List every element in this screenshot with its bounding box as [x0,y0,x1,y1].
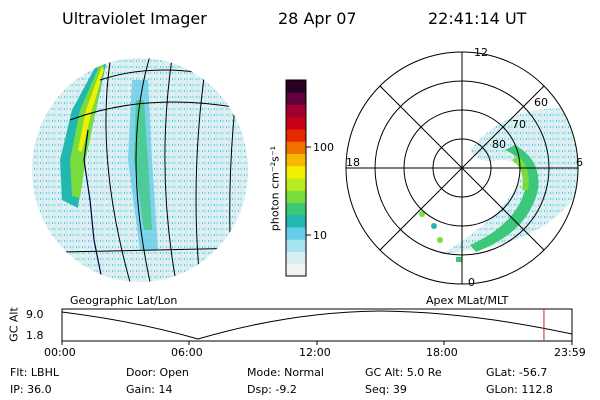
grid-meridian-1 [105,61,131,282]
grid-meridian-3 [164,58,177,282]
info-mode: Mode: Normal [247,366,324,379]
colorbar-segment [286,227,306,240]
info-door: Door: Open [126,366,189,379]
mlt-label-18: 18 [346,156,360,169]
emission-spot-1 [419,211,425,217]
observation-date: 28 Apr 07 [278,9,357,28]
geographic-image [32,58,248,282]
colorbar-segment [286,153,306,167]
colorbar-segment [286,92,306,105]
colorbar-segment [286,129,306,142]
instrument-title: Ultraviolet Imager [62,9,207,28]
colorbar-segment [286,263,306,277]
colorbar-segment [286,80,306,93]
colorbar-segment [286,190,306,203]
colorbar-segment [286,141,306,154]
grid-parallel-2 [69,101,248,121]
colorbar-segment [286,116,306,130]
time-tick-0000: 00:00 [44,346,76,359]
coastline [83,129,103,281]
info-ip: IP: 36.0 [10,383,52,396]
colorbar-segment [286,239,306,252]
mlat-label-60: 60 [534,96,548,109]
colorbar-frame [285,79,307,277]
emission-spot-2 [431,223,437,229]
colorbar-segment [286,251,306,265]
polar-plot [345,51,579,285]
colorbar-segment [286,165,306,179]
info-dsp: Dsp: -9.2 [247,383,297,396]
colorbar-segment [286,214,306,228]
polar-oval-background [440,108,578,255]
time-tick-2359: 23:59 [554,346,586,359]
mlt-label-12: 12 [474,46,488,59]
mlat-label-70: 70 [512,118,526,131]
altitude-ytick-low: 1.8 [26,329,44,342]
altitude-plot-frame [61,308,573,342]
colorbar-segment [286,104,306,118]
auroral-oval-peak [512,156,529,190]
mlt-label-6: 6 [576,156,583,169]
mlt-label-0: 0 [468,276,475,289]
colorbar-label-100: 100 [313,141,334,154]
geographic-panel-label: Geographic Lat/Lon [70,294,178,307]
altitude-curve [61,310,573,340]
time-tick-1200: 12:00 [299,346,331,359]
colorbar-label-10: 10 [313,229,327,242]
mlat-label-80: 80 [492,138,506,151]
info-glon: GLon: 112.8 [486,383,553,396]
colorbar-segment [286,202,306,216]
auroral-arc-peak [78,66,104,152]
grid-meridian-2 [135,58,151,282]
grid-meridian-4 [195,69,206,282]
colorbar-segment [286,178,306,191]
auroral-oval [470,145,539,252]
time-tick-0600: 06:00 [171,346,203,359]
info-seq: Seq: 39 [365,383,407,396]
altitude-ytick-high: 9.0 [26,308,44,321]
info-gc-alt: GC Alt: 5.0 Re [365,366,442,379]
info-gain: Gain: 14 [126,383,173,396]
polar-diagonal-2 [379,85,545,251]
altitude-ylabel: GC Alt [7,307,21,342]
apex-panel-label: Apex MLat/MLT [426,294,509,307]
info-glat: GLat: -56.7 [486,366,548,379]
emission-spot-3 [437,237,443,243]
altitude-plot [61,308,573,345]
time-tick-1800: 18:00 [426,346,458,359]
info-filter: Flt: LBHL [10,366,59,379]
colorbar-unit-label: photon cm⁻²s⁻¹ [268,145,282,232]
emission-spot-4 [456,257,462,262]
diffuse-band-2 [134,100,152,230]
observation-time: 22:41:14 UT [428,9,527,28]
colorbar [286,80,306,277]
